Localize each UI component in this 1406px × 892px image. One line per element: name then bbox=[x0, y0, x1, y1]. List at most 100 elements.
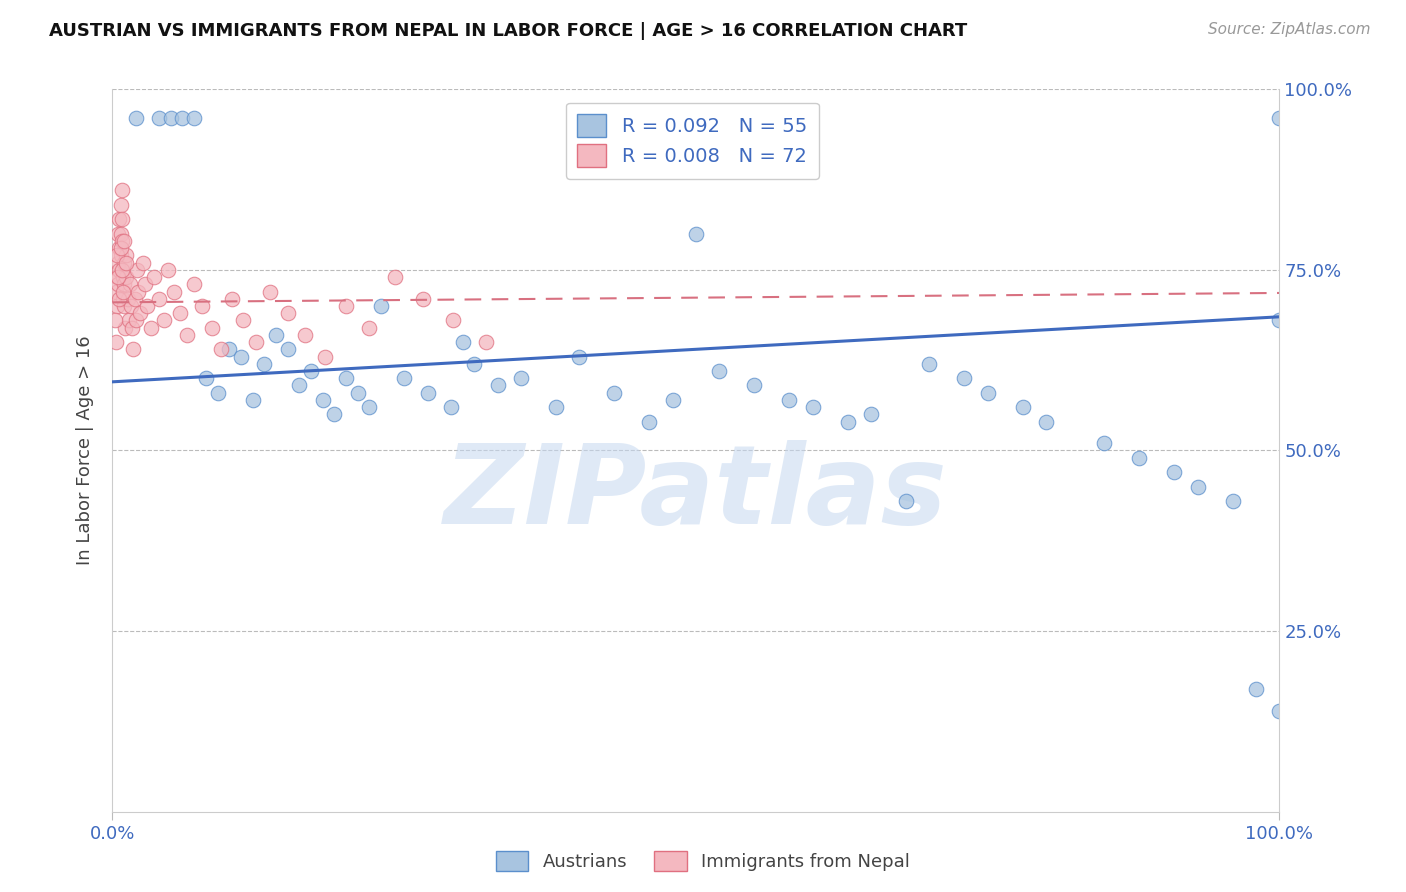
Point bbox=[661, 392, 683, 407]
Point bbox=[110, 241, 132, 255]
Point bbox=[183, 277, 205, 292]
Point bbox=[124, 292, 146, 306]
Point bbox=[860, 407, 883, 421]
Point bbox=[111, 262, 134, 277]
Point bbox=[1163, 465, 1185, 479]
Point bbox=[107, 227, 129, 241]
Point bbox=[111, 285, 134, 299]
Point bbox=[440, 400, 463, 414]
Point bbox=[111, 270, 134, 285]
Point bbox=[127, 285, 149, 299]
Point bbox=[359, 320, 381, 334]
Point bbox=[111, 292, 134, 306]
Point bbox=[288, 378, 311, 392]
Point bbox=[194, 371, 217, 385]
Point bbox=[253, 357, 276, 371]
Point bbox=[125, 111, 148, 125]
Point bbox=[107, 277, 129, 292]
Point bbox=[132, 255, 155, 269]
Point bbox=[111, 183, 134, 197]
Point bbox=[245, 334, 267, 349]
Point bbox=[918, 357, 941, 371]
Point bbox=[259, 285, 281, 299]
Point bbox=[544, 400, 567, 414]
Point bbox=[107, 270, 129, 285]
Point bbox=[218, 343, 240, 357]
Point bbox=[335, 299, 357, 313]
Point bbox=[115, 270, 138, 285]
Point bbox=[122, 343, 145, 357]
Point bbox=[125, 262, 148, 277]
Point bbox=[412, 292, 434, 306]
Point bbox=[1268, 704, 1291, 718]
Legend: Austrians, Immigrants from Nepal: Austrians, Immigrants from Nepal bbox=[488, 844, 918, 879]
Point bbox=[209, 343, 232, 357]
Point bbox=[117, 292, 139, 306]
Point bbox=[314, 350, 336, 364]
Text: Source: ZipAtlas.com: Source: ZipAtlas.com bbox=[1208, 22, 1371, 37]
Point bbox=[894, 494, 917, 508]
Legend: R = 0.092   N = 55, R = 0.008   N = 72: R = 0.092 N = 55, R = 0.008 N = 72 bbox=[565, 103, 818, 178]
Point bbox=[1244, 681, 1267, 696]
Point bbox=[114, 320, 136, 334]
Point bbox=[242, 392, 264, 407]
Point bbox=[110, 198, 132, 212]
Point bbox=[1222, 494, 1244, 508]
Text: AUSTRIAN VS IMMIGRANTS FROM NEPAL IN LABOR FORCE | AGE > 16 CORRELATION CHART: AUSTRIAN VS IMMIGRANTS FROM NEPAL IN LAB… bbox=[49, 22, 967, 40]
Point bbox=[108, 212, 131, 227]
Point bbox=[394, 371, 416, 385]
Point bbox=[346, 385, 368, 400]
Point bbox=[801, 400, 824, 414]
Y-axis label: In Labor Force | Age > 16: In Labor Force | Age > 16 bbox=[76, 335, 94, 566]
Point bbox=[110, 248, 132, 262]
Point bbox=[1187, 480, 1209, 494]
Point bbox=[105, 248, 128, 262]
Point bbox=[311, 392, 333, 407]
Point bbox=[112, 234, 135, 248]
Point bbox=[169, 306, 191, 320]
Point bbox=[104, 313, 127, 327]
Point bbox=[105, 299, 128, 313]
Point bbox=[603, 385, 626, 400]
Point bbox=[112, 299, 135, 313]
Point bbox=[121, 320, 143, 334]
Point bbox=[509, 371, 531, 385]
Point bbox=[837, 415, 859, 429]
Point bbox=[136, 299, 159, 313]
Point bbox=[486, 378, 509, 392]
Point bbox=[744, 378, 766, 392]
Point bbox=[115, 255, 138, 269]
Point bbox=[112, 255, 135, 269]
Point bbox=[685, 227, 707, 241]
Point bbox=[335, 371, 357, 385]
Point bbox=[1011, 400, 1033, 414]
Point bbox=[160, 111, 183, 125]
Point bbox=[359, 400, 381, 414]
Point bbox=[1268, 111, 1291, 125]
Point bbox=[134, 277, 156, 292]
Text: ZIPatlas: ZIPatlas bbox=[444, 441, 948, 548]
Point bbox=[118, 313, 141, 327]
Point bbox=[1128, 450, 1150, 465]
Point bbox=[112, 277, 135, 292]
Point bbox=[276, 343, 298, 357]
Point bbox=[125, 313, 148, 327]
Point bbox=[157, 262, 180, 277]
Point bbox=[416, 385, 439, 400]
Point bbox=[183, 111, 205, 125]
Point bbox=[384, 270, 406, 285]
Point bbox=[163, 285, 186, 299]
Point bbox=[638, 415, 661, 429]
Point bbox=[172, 111, 194, 125]
Point bbox=[299, 364, 322, 378]
Point bbox=[108, 241, 131, 255]
Point bbox=[441, 313, 464, 327]
Point bbox=[276, 306, 298, 320]
Point bbox=[323, 407, 346, 421]
Point bbox=[105, 270, 128, 285]
Point bbox=[976, 385, 998, 400]
Point bbox=[191, 299, 214, 313]
Point bbox=[370, 299, 392, 313]
Point bbox=[148, 292, 170, 306]
Point bbox=[118, 277, 141, 292]
